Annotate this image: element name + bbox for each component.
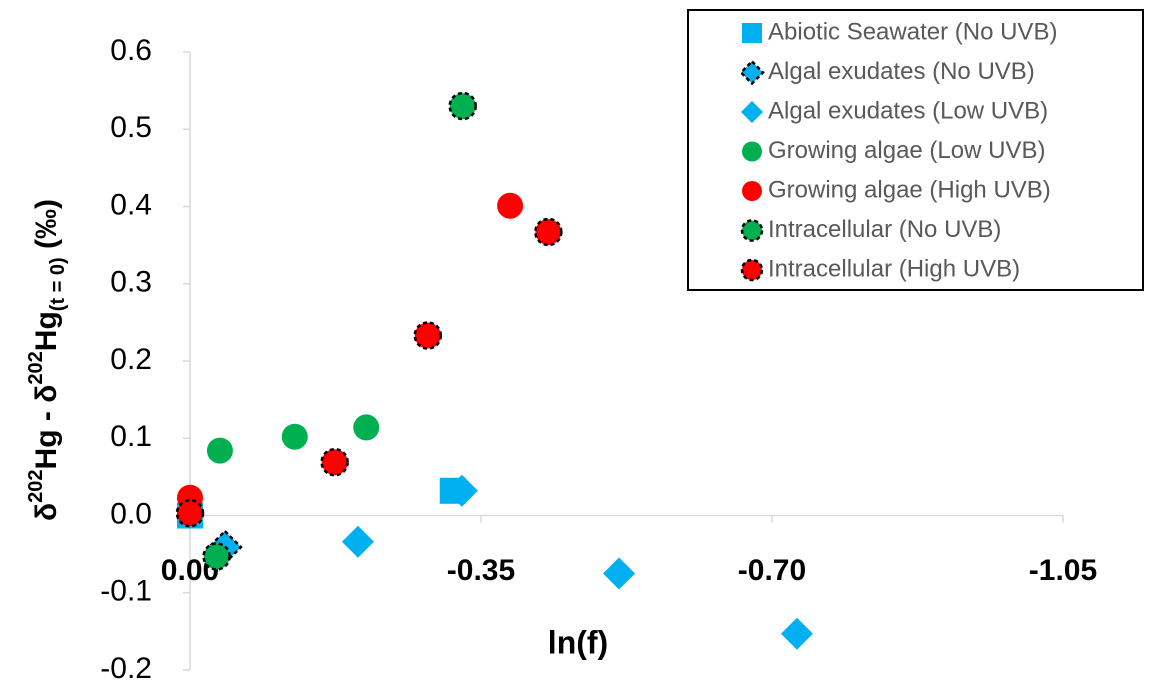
y-tick-label: 0.5 xyxy=(110,111,152,144)
point xyxy=(320,447,349,477)
y-tick-label: 0.2 xyxy=(110,343,152,376)
legend-marker xyxy=(740,219,764,242)
y-axis-label-part: Hg - δ xyxy=(30,385,63,470)
y-axis-label-part: (‰) xyxy=(30,199,63,257)
y-axis-label: δ202Hg - δ202Hg(t = 0) (‰) xyxy=(25,199,69,521)
legend-marker xyxy=(742,181,762,201)
legend-marker xyxy=(740,258,764,282)
point xyxy=(603,557,636,590)
legend-label: Intracellular (High UVB) xyxy=(768,255,1020,282)
y-axis-label-part: (t = 0) xyxy=(47,257,69,311)
point xyxy=(353,414,380,441)
x-tick-label: -0.35 xyxy=(447,554,515,587)
legend-label: Algal exudates (No UVB) xyxy=(768,58,1035,85)
y-tick-label: 0.0 xyxy=(110,497,152,530)
y-axis-label-part: 202 xyxy=(25,351,47,384)
y-tick-label: -0.1 xyxy=(100,575,152,608)
y-tick-label: 0.6 xyxy=(110,34,152,67)
point xyxy=(780,617,813,650)
x-tick-label: -1.05 xyxy=(1029,554,1097,587)
legend-marker xyxy=(741,101,763,123)
y-tick-label: -0.2 xyxy=(100,652,152,685)
legend-label: Intracellular (No UVB) xyxy=(768,216,1001,243)
legend-marker xyxy=(739,59,765,86)
point xyxy=(448,91,477,121)
y-axis-label-part: δ xyxy=(30,503,63,521)
legend-label: Growing algae (High UVB) xyxy=(768,176,1051,203)
legend-label: Abiotic Seawater (No UVB) xyxy=(768,18,1057,45)
point xyxy=(445,474,478,507)
legend-marker xyxy=(742,23,762,43)
legend-label: Algal exudates (Low UVB) xyxy=(768,97,1048,124)
point xyxy=(206,437,233,464)
point xyxy=(202,542,231,571)
legend-label: Growing algae (Low UVB) xyxy=(768,137,1045,164)
y-tick-label: 0.3 xyxy=(110,266,152,299)
point xyxy=(497,192,524,219)
legend-box xyxy=(687,9,1144,291)
point xyxy=(413,321,443,350)
y-axis-label-part: Hg xyxy=(30,311,63,351)
y-axis-label-part: 202 xyxy=(25,469,47,502)
y-tick-label: 0.1 xyxy=(110,420,152,453)
point xyxy=(534,217,563,247)
x-axis-label: ln(f) xyxy=(548,624,608,660)
point xyxy=(281,423,308,450)
point xyxy=(175,498,205,528)
point xyxy=(341,525,374,558)
y-tick-label: 0.4 xyxy=(110,188,152,221)
x-tick-label: -0.70 xyxy=(738,554,806,587)
legend-marker xyxy=(742,141,762,162)
